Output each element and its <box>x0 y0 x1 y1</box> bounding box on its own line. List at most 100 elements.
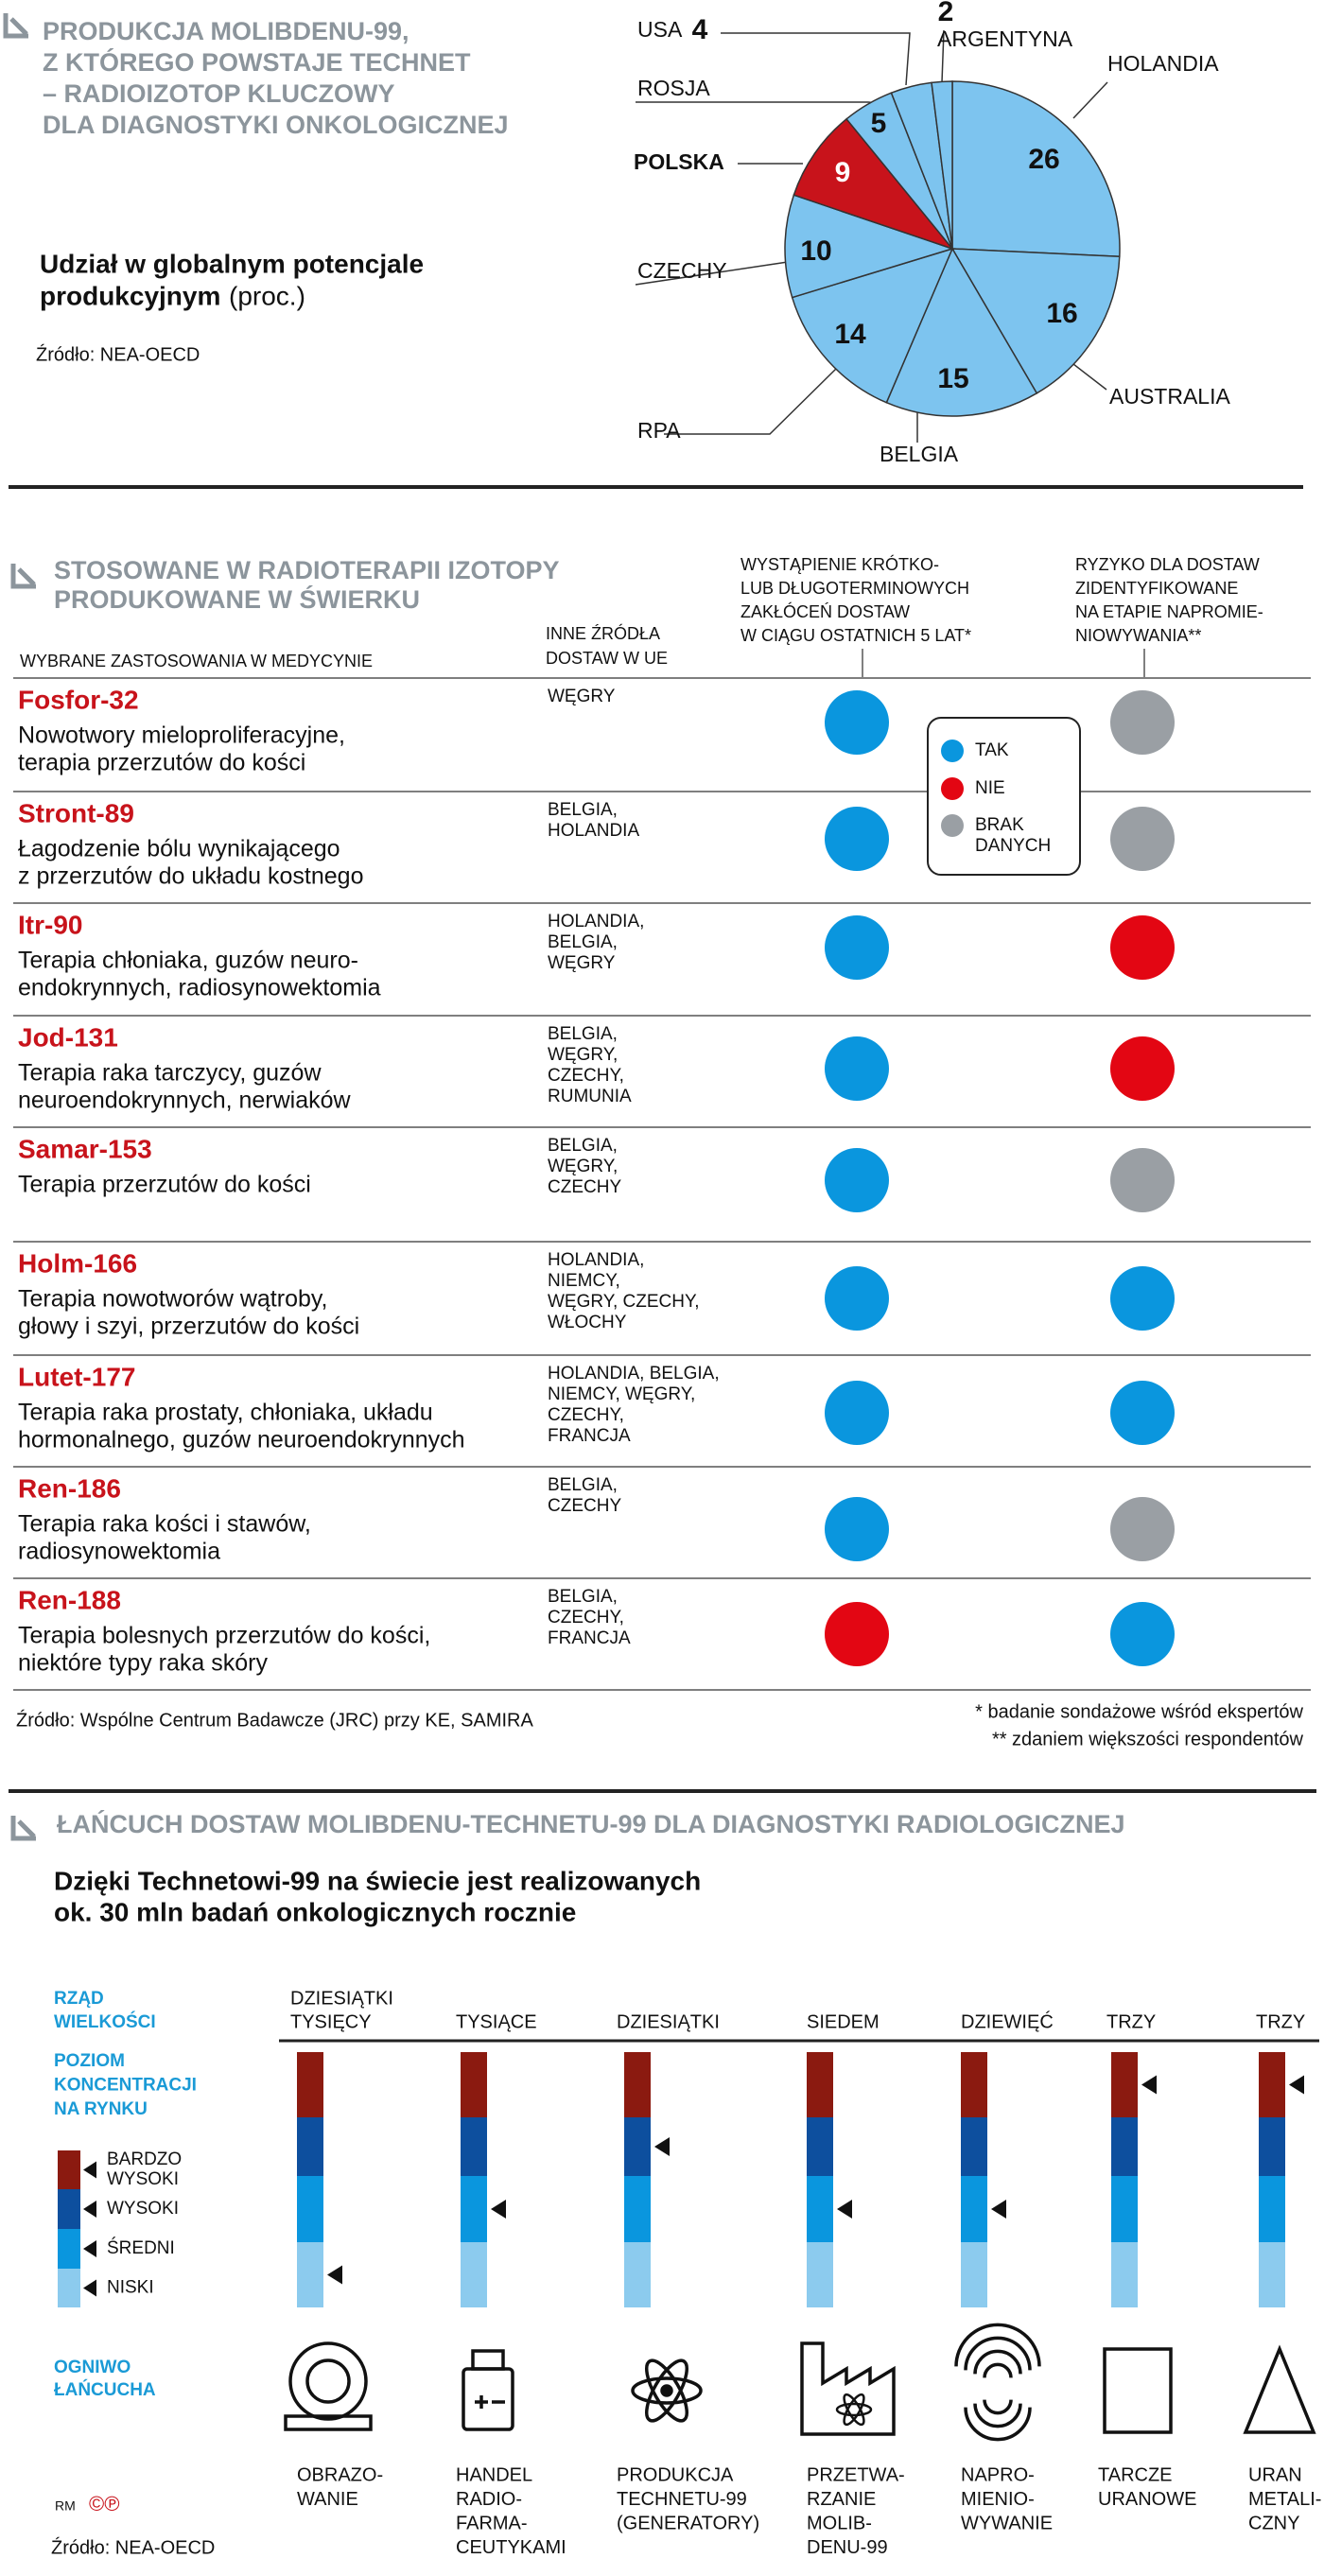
leader-line <box>941 29 945 83</box>
level-segment <box>1259 2052 1285 2117</box>
isotope-description: neuroendokrynnych, nerwiaków <box>18 1088 352 1114</box>
isotope-description: niektóre typy raka skóry <box>18 1650 268 1677</box>
status-dot <box>825 1266 889 1331</box>
link-label: NAPRO- <box>961 2464 1035 2485</box>
row-label: KONCENTRACJI <box>54 2076 197 2096</box>
magnitude-label: DZIESIĄTKI <box>617 2011 720 2032</box>
link-label: HANDEL <box>456 2464 532 2485</box>
level-segment <box>461 2242 487 2307</box>
isotope-name: Holm-166 <box>18 1248 137 1278</box>
leader-line <box>1072 81 1108 119</box>
chain-icon <box>843 2393 865 2427</box>
sources: BELGIA, <box>548 932 618 952</box>
credit-symbols: ©℗ <box>89 2492 119 2515</box>
status-dot <box>825 690 889 755</box>
chain-icon <box>631 2376 703 2405</box>
section-title: DLA DIAGNOSTYKI ONKOLOGICZNEJ <box>43 111 509 139</box>
level-marker <box>1141 2075 1157 2095</box>
link-label: METALI- <box>1248 2489 1321 2510</box>
sources: BELGIA, <box>548 800 618 820</box>
chain-icon <box>284 2414 373 2431</box>
section-title: – RADIOIZOTOP KLUCZOWY <box>43 79 395 108</box>
section-title: PRODUKOWANE W ŚWIERKU <box>54 584 420 614</box>
category-label: BELGIA <box>880 442 959 466</box>
pie-slice <box>885 247 1038 417</box>
category-label: CZECHY <box>637 258 727 283</box>
legend-segment <box>58 2229 80 2269</box>
row-label: OGNIWO <box>54 2358 131 2377</box>
status-dot <box>825 1602 889 1666</box>
level-segment <box>461 2052 487 2117</box>
unit: (proc.) <box>229 281 305 310</box>
sources: FRANCJA <box>548 1426 631 1446</box>
magnitude-label: DZIESIĄTKI <box>290 1988 393 2009</box>
chain-icon <box>964 2336 1032 2371</box>
legend-label: ŚREDNI <box>107 2237 175 2258</box>
link-label: (GENERATORY) <box>617 2513 759 2533</box>
link-label: DENU-99 <box>807 2537 888 2558</box>
column-header: LUB DŁUGOTERMINOWYCH <box>740 579 969 598</box>
legend-label: WYSOKI <box>107 2169 179 2189</box>
subtitle: Dzięki Technetowi-99 na świecie jest rea… <box>54 1866 701 1895</box>
column-header: NIOWYWANIA** <box>1075 626 1201 645</box>
subtitle: ok. 30 mln badań onkologicznych rocznie <box>54 1897 576 1926</box>
value-label: 10 <box>800 235 831 267</box>
level-marker <box>837 2200 852 2219</box>
level-segment <box>461 2176 487 2242</box>
leader-line <box>636 101 901 106</box>
isotope-name: Samar-153 <box>18 1134 152 1163</box>
isotope-description: Łagodzenie bólu wynikającego <box>18 836 340 862</box>
level-segment <box>961 2052 987 2117</box>
chain-icons <box>284 2323 1316 2442</box>
level-segment <box>297 2117 323 2176</box>
section-title: PRODUKCJA MOLIBDENU-99, <box>43 17 409 45</box>
sources: BELGIA, <box>548 1587 618 1607</box>
category-label: HOLANDIA <box>1107 51 1219 76</box>
status-dot <box>1110 690 1175 755</box>
link-label: MOLIB- <box>807 2513 872 2533</box>
level-segment <box>1259 2176 1285 2242</box>
level-marker <box>654 2137 670 2156</box>
sources: WĘGRY, <box>548 1157 618 1176</box>
isotope-name: Stront-89 <box>18 798 134 827</box>
sources: CZECHY, <box>548 1608 624 1627</box>
isotope-description: Nowotwory mieloproliferacyjne, <box>18 722 345 749</box>
level-segment <box>461 2117 487 2176</box>
link-label: FARMA- <box>456 2513 528 2533</box>
chain-icon <box>645 2358 688 2423</box>
isotope-description: z przerzutów do układu kostnego <box>18 863 364 890</box>
value-label: 26 <box>1028 144 1059 175</box>
value-label: 9 <box>835 157 851 188</box>
chain-icon <box>475 2395 505 2409</box>
level-marker <box>491 2200 506 2219</box>
legend-dot <box>941 740 964 762</box>
magnitude-label: DZIEWIĘĆ <box>961 2010 1054 2032</box>
status-dot <box>825 1497 889 1561</box>
chain-icon <box>973 2403 1022 2428</box>
chain-icon <box>973 2349 1022 2375</box>
level-segment <box>807 2117 833 2176</box>
level-segment <box>624 2176 651 2242</box>
level-segment <box>1111 2117 1138 2176</box>
legend-segment <box>58 2150 80 2189</box>
leader-line <box>664 368 837 435</box>
pie-slice <box>950 248 1121 394</box>
legend-marker <box>83 2161 96 2179</box>
link-label: WANIE <box>297 2489 358 2510</box>
level-segment <box>961 2176 987 2242</box>
category-label: RPA <box>637 418 681 443</box>
chain-icon <box>471 2349 505 2371</box>
link-label: PRZETWA- <box>807 2464 905 2485</box>
status-dot <box>825 1148 889 1212</box>
column-header: ZIDENTYFIKOWANE <box>1075 579 1238 598</box>
link-label: CEUTYKAMI <box>456 2537 566 2558</box>
link-label: URANOWE <box>1098 2489 1196 2510</box>
section-title: STOSOWANE W RADIOTERAPII IZOTOPY <box>54 556 560 584</box>
legend-marker <box>83 2279 96 2297</box>
link-label: OBRAZO- <box>297 2464 383 2485</box>
source: Źródło: NEA-OECD <box>51 2536 215 2558</box>
sources: FRANCJA <box>548 1628 631 1648</box>
sources: NIEMCY, <box>548 1271 620 1291</box>
link-label: MIENIO- <box>961 2489 1035 2510</box>
